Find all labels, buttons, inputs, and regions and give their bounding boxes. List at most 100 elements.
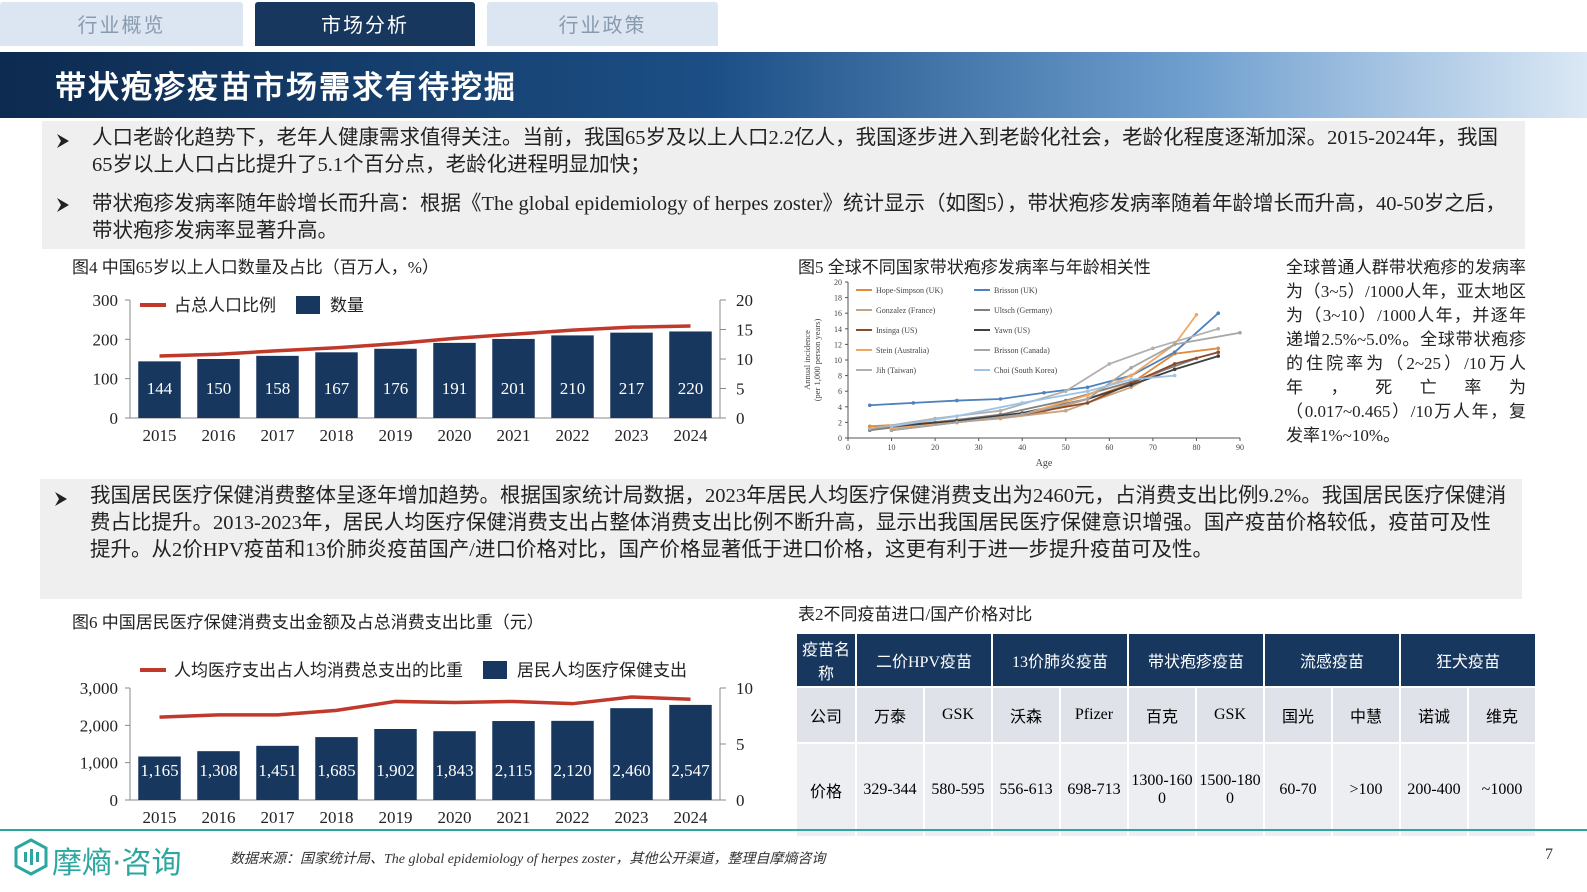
cell: 万泰 <box>855 686 925 744</box>
y-tick-label: 18 <box>834 294 842 303</box>
y-tick-label: 300 <box>93 291 119 310</box>
point <box>955 398 959 403</box>
bullet-box: 我国居民医疗保健消费整体呈逐年增加趋势。根据国家统计局数据，2023年居民人均医… <box>40 479 1522 599</box>
legend-label: Brisson (Canada) <box>994 346 1050 355</box>
point <box>1172 350 1177 354</box>
line-series <box>869 347 1219 428</box>
bar-value-label: 158 <box>265 379 291 398</box>
point <box>1129 383 1133 387</box>
legend-label: 占总人口比例 <box>174 296 276 315</box>
x-tick-label: 20 <box>931 443 939 452</box>
row-header: 价格 <box>795 742 857 838</box>
y-tick-label: 0 <box>838 434 842 443</box>
cell: 1500-1800 <box>1195 742 1265 838</box>
row-header: 公司 <box>795 686 857 744</box>
bar-value-label: 150 <box>206 379 232 398</box>
x-tick-label: 2015 <box>143 808 177 827</box>
x-tick-label: 2020 <box>438 426 472 445</box>
x-tick-label: 50 <box>1062 443 1070 452</box>
x-tick-label: 2023 <box>615 808 649 827</box>
bar <box>256 745 299 800</box>
point <box>1216 354 1221 358</box>
line-series <box>891 374 1175 428</box>
x-tick-label: 2016 <box>202 808 236 827</box>
bar-value-label: 2,115 <box>495 761 533 780</box>
bar <box>197 359 240 418</box>
cell: 1300-1600 <box>1127 742 1197 838</box>
bar <box>433 342 476 418</box>
header-cell: 二价HPV疫苗 <box>855 632 993 688</box>
cell: 200-400 <box>1399 742 1469 838</box>
x-axis-label: Age <box>1036 458 1053 469</box>
x-tick-label: 2024 <box>674 808 709 827</box>
y2-tick-label: 5 <box>736 735 745 754</box>
point <box>1172 362 1177 366</box>
bar-value-label: 220 <box>678 379 704 398</box>
chart: 0 1,000 2,000 3,000 0 5 10 2015 2016 2017 2018 2019… <box>80 661 753 827</box>
y-tick-label: 0 <box>110 409 119 428</box>
point <box>998 408 1003 413</box>
x-tick-label: 2023 <box>615 426 649 445</box>
y2-tick-label: 10 <box>736 679 753 698</box>
bar-value-label: 201 <box>501 379 527 398</box>
bar <box>256 355 299 418</box>
point <box>1020 412 1025 417</box>
y2-tick-label: 5 <box>736 380 745 399</box>
bar <box>374 728 417 800</box>
x-tick-label: 30 <box>975 443 983 452</box>
bar-value-label: 1,308 <box>199 761 237 780</box>
bar-value-label: 167 <box>324 379 350 398</box>
point <box>1172 342 1177 347</box>
logo: 摩熵·咨询 <box>52 846 182 881</box>
point <box>911 401 916 405</box>
y2-tick-label: 20 <box>736 291 753 310</box>
cell: 60-70 <box>1263 742 1333 838</box>
bar <box>197 751 240 800</box>
point <box>1085 385 1090 390</box>
y-axis-label: Annual incidence <box>802 330 812 390</box>
y-tick-label: 100 <box>93 370 119 389</box>
y-tick-label: 8 <box>838 372 842 381</box>
bullet: 我国居民医疗保健消费整体呈逐年增加趋势。根据国家统计局数据，2023年居民人均医… <box>90 485 1507 561</box>
point <box>1194 312 1199 317</box>
legend-label: Brisson (UK) <box>994 286 1038 295</box>
x-tick-label: 2016 <box>202 426 236 445</box>
header-cell: 狂犬疫苗 <box>1399 632 1537 688</box>
bullet: 人口老龄化趋势下，老年人健康需求值得关注。当前，我国65岁及以上人口2.2亿人，… <box>92 127 1498 176</box>
tab[interactable]: 行业概览 <box>0 2 243 46</box>
x-tick-label: 2019 <box>379 426 413 445</box>
y-tick-label: 20 <box>834 278 842 287</box>
point <box>1172 373 1177 378</box>
bar <box>492 338 535 418</box>
legend-swatch <box>483 661 507 679</box>
bullet: 带状疱疹发病率随年龄增长而升高：根据《The global epidemiolo… <box>92 193 1506 242</box>
y-tick-label: 1,000 <box>80 754 118 773</box>
point <box>1238 330 1242 335</box>
y-tick-label: 200 <box>93 330 119 349</box>
point <box>1020 401 1025 405</box>
y-tick-label: 2 <box>838 418 842 427</box>
bar <box>138 756 181 800</box>
bar-value-label: 1,843 <box>435 761 473 780</box>
bar <box>610 708 653 800</box>
bar-value-label: 2,547 <box>671 761 710 780</box>
point <box>1216 350 1221 354</box>
tab-active[interactable]: 市场分析 <box>255 2 475 46</box>
x-tick-label: 2020 <box>438 808 472 827</box>
line-series <box>891 331 1241 432</box>
y2-tick-label: 0 <box>736 791 745 810</box>
table-wrap: 疫苗名称 二价HPV疫苗 13价肺炎疫苗 带状疱疹疫苗 流感疫苗 狂犬疫苗 公司… <box>795 632 1537 838</box>
x-tick-label: 10 <box>888 443 896 452</box>
chart-title: 图4 中国65岁以上人口数量及占比（百万人，%） <box>72 258 439 277</box>
bullet-box: 人口老龄化趋势下，老年人健康需求值得关注。当前，我国65岁及以上人口2.2亿人，… <box>42 121 1525 249</box>
bar <box>374 348 417 418</box>
y-axis-label: (per 1,000 person years) <box>812 319 822 402</box>
bar <box>315 352 358 418</box>
point <box>1085 389 1090 393</box>
y-tick-label: 4 <box>838 403 842 412</box>
x-tick-label: 70 <box>1149 443 1157 452</box>
y-tick-label: 14 <box>834 325 842 334</box>
tab[interactable]: 行业政策 <box>487 2 718 46</box>
x-tick-label: 2017 <box>261 808 296 827</box>
